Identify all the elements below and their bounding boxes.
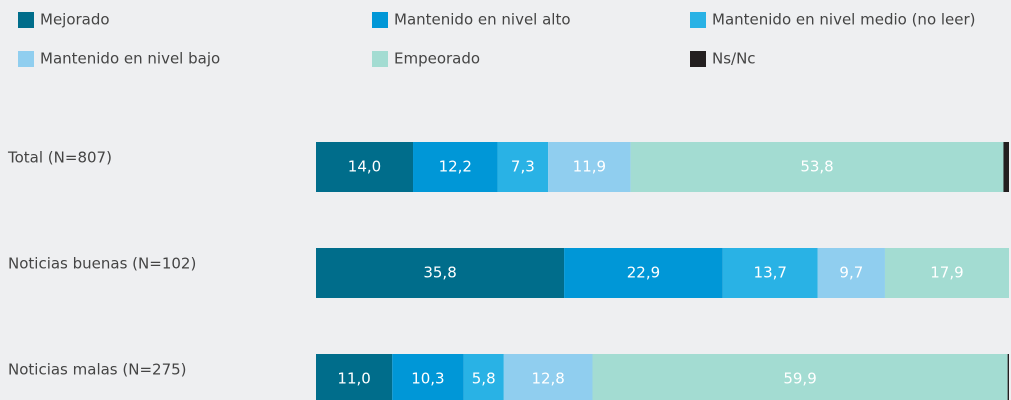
data-label: 12,8: [531, 370, 564, 388]
data-label: 53,8: [800, 158, 833, 176]
category-label: Noticias buenas (N=102): [8, 255, 196, 273]
bar-segment: [817, 248, 885, 298]
bar-segment: [884, 248, 1009, 298]
bar-segment: [630, 142, 1004, 192]
category-label: Noticias malas (N=275): [8, 361, 187, 379]
data-label: 7,3: [511, 158, 535, 176]
legend-label: Mantenido en nivel alto: [394, 11, 571, 29]
legend-label: Empeorado: [394, 50, 480, 68]
legend-label: Ns/Nc: [712, 50, 756, 68]
legend-swatch: [18, 12, 34, 28]
legend-label: Mantenido en nivel medio (no leer): [712, 11, 976, 29]
bar-segment: [497, 142, 549, 192]
data-label: 5,8: [472, 370, 496, 388]
category-label: Total (N=807): [7, 149, 112, 167]
data-label: 12,2: [439, 158, 472, 176]
bar-segment: [592, 354, 1008, 400]
data-label: 11,9: [573, 158, 606, 176]
data-label: 13,7: [754, 264, 787, 282]
data-label: 10,3: [411, 370, 444, 388]
data-label: 9,7: [839, 264, 863, 282]
data-label: 59,9: [783, 370, 816, 388]
bar-segment: [548, 142, 631, 192]
bar-segment: [392, 354, 464, 400]
bar-segment: [413, 142, 498, 192]
data-label: 14,0: [348, 158, 381, 176]
data-label: 17,9: [930, 264, 963, 282]
bar-segment: [1003, 142, 1009, 192]
legend-label: Mantenido en nivel bajo: [40, 50, 220, 68]
legend-label: Mejorado: [40, 11, 110, 29]
bar-segment: [316, 354, 393, 400]
bar-segment: [463, 354, 504, 400]
legend-swatch: [18, 51, 34, 67]
legend-swatch: [372, 51, 388, 67]
legend-swatch: [690, 12, 706, 28]
data-label: 11,0: [337, 370, 370, 388]
bar-segment: [564, 248, 723, 298]
bar-segment: [1007, 354, 1009, 400]
legend-swatch: [372, 12, 388, 28]
legend-swatch: [690, 51, 706, 67]
data-label: 35,8: [423, 264, 456, 282]
bar-segment: [316, 248, 565, 298]
bar-segment: [722, 248, 818, 298]
bar-segment: [503, 354, 593, 400]
bar-segment: [316, 142, 414, 192]
data-label: 22,9: [627, 264, 660, 282]
